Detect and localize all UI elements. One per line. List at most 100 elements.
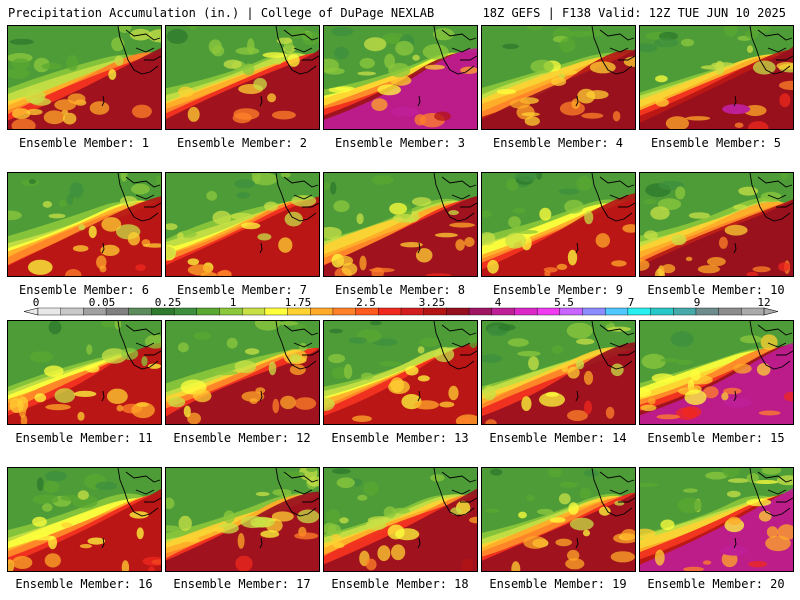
colorbar-tick-label: 9 [694,296,701,309]
ensemble-member-label: Ensemble Member: 4 [492,136,624,150]
colorbar-swatch [105,307,130,316]
ensemble-panel [639,320,794,425]
ensemble-member-label: Ensemble Member: 2 [176,136,308,150]
ensemble-member-label: Ensemble Member: 10 [647,283,785,297]
ensemble-member-label: Ensemble Member: 18 [331,577,469,591]
ensemble-panel [165,467,320,572]
ensemble-panel [481,172,636,277]
ensemble-member-label: Ensemble Member: 7 [176,283,308,297]
ensemble-member-label: Ensemble Member: 17 [173,577,311,591]
ensemble-panel [165,25,320,130]
ensemble-panel [7,467,162,572]
colorbar-swatch [468,307,493,316]
colorbar-swatch [673,307,697,316]
precip-map [166,173,319,276]
ensemble-panel [481,25,636,130]
colorbar-swatch [378,307,402,316]
colorbar-tick-label: 3.25 [419,296,446,309]
colorbar-swatch [151,307,175,316]
colorbar-swatch [741,307,765,316]
precip-map [640,468,793,571]
ensemble-member-label: Ensemble Member: 9 [492,283,624,297]
ensemble-panel [639,467,794,572]
precip-map [166,468,319,571]
ensemble-member-label: Ensemble Member: 1 [18,136,150,150]
colorbar-swatch [219,307,243,316]
precip-map [8,26,161,129]
precipitation-colorbar: 0 0.05 0.25 1 1.75 2.5 3.25 4 5.5 7 9 12 [23,296,779,316]
colorbar-swatch [446,307,470,316]
precip-map [640,321,793,424]
colorbar-swatch [423,307,447,316]
colorbar-swatch [355,307,379,316]
ensemble-panel [165,320,320,425]
colorbar-swatch [287,307,311,316]
ensemble-member-label: Ensemble Member: 5 [650,136,782,150]
ensemble-panel [481,320,636,425]
colorbar-swatch [650,307,674,316]
ensemble-panel [481,467,636,572]
colorbar-tick-label: 0 [33,296,40,309]
ensemble-panel [323,25,478,130]
colorbar-tick-label: 1 [230,296,237,309]
precip-map [482,26,635,129]
colorbar-tick-label: 1.75 [285,296,312,309]
colorbar-tick-label: 0.05 [89,296,116,309]
precip-map [324,26,477,129]
colorbar-swatch [514,307,538,316]
colorbar-swatch [718,307,742,316]
colorbar-min-arrow [23,307,39,316]
ensemble-panel [639,172,794,277]
colorbar-swatch [695,307,720,316]
colorbar-swatch [627,307,652,316]
colorbar-swatch [310,307,334,316]
ensemble-member-label: Ensemble Member: 20 [647,577,785,591]
precip-map [8,321,161,424]
colorbar-swatch [173,307,198,316]
colorbar-swatch [196,307,220,316]
precip-map [8,173,161,276]
ensemble-member-label: Ensemble Member: 3 [334,136,466,150]
ensemble-panel [7,320,162,425]
colorbar-tick-label: 4 [495,296,502,309]
precip-map [324,173,477,276]
ensemble-panel [7,25,162,130]
ensemble-panel [323,172,478,277]
ensemble-panel [323,467,478,572]
precip-map [482,321,635,424]
colorbar-swatch [37,307,62,316]
precip-map [8,468,161,571]
colorbar-max-arrow [763,307,779,316]
ensemble-member-label: Ensemble Member: 11 [15,431,153,445]
colorbar-swatch [332,307,357,316]
ensemble-member-label: Ensemble Member: 13 [331,431,469,445]
colorbar-swatch [559,307,583,316]
ensemble-member-label: Ensemble Member: 16 [15,577,153,591]
colorbar-swatch [128,307,152,316]
ensemble-member-label: Ensemble Member: 19 [489,577,627,591]
precip-map [324,468,477,571]
colorbar-tick-label: 12 [757,296,770,309]
ensemble-member-label: Ensemble Member: 8 [334,283,466,297]
model-run-info: 18Z GEFS | F138 Valid: 12Z TUE JUN 10 20… [482,6,786,20]
precip-map [324,321,477,424]
colorbar-swatch [83,307,107,316]
ensemble-panel [7,172,162,277]
colorbar-swatch [264,307,289,316]
chart-title: Precipitation Accumulation (in.) | Colle… [8,6,435,20]
colorbar-tick-label: 0.25 [155,296,182,309]
precip-map [166,321,319,424]
ensemble-panel [165,172,320,277]
ensemble-panel [323,320,478,425]
colorbar-swatch [241,307,266,316]
ensemble-member-label: Ensemble Member: 12 [173,431,311,445]
ensemble-panel [639,25,794,130]
ensemble-member-label: Ensemble Member: 15 [647,431,785,445]
precip-map [482,173,635,276]
colorbar-swatch [604,307,629,316]
precip-map [640,26,793,129]
colorbar-swatch [491,307,515,316]
colorbar-tick-label: 5.5 [554,296,574,309]
ensemble-member-label: Ensemble Member: 6 [18,283,150,297]
precip-map [482,468,635,571]
